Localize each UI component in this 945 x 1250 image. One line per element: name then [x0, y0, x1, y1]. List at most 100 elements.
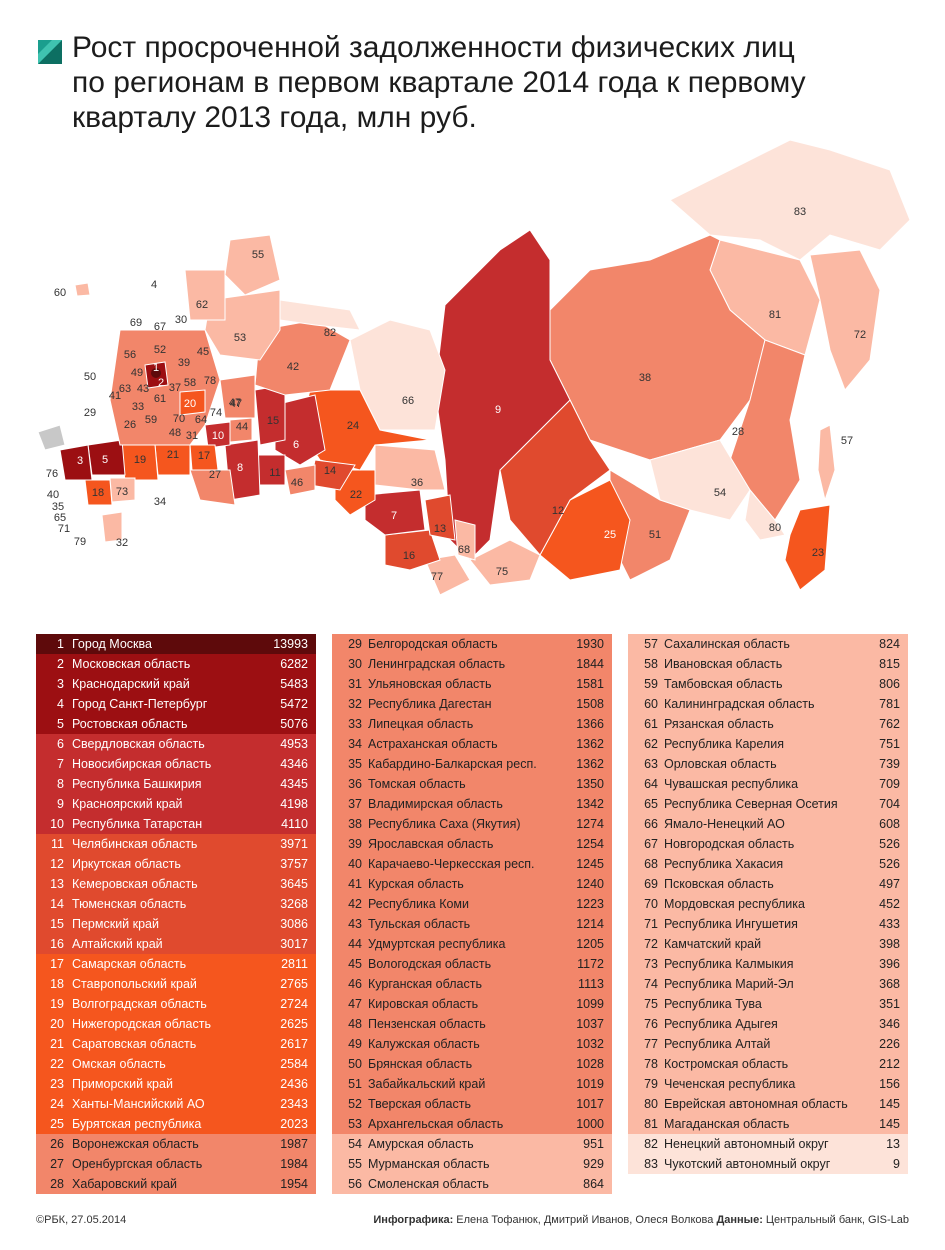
- region-rank: 65: [644, 797, 658, 811]
- region-value: 452: [879, 897, 900, 911]
- region-value: 806: [879, 677, 900, 691]
- table-row: 72 Камчатский край 398: [628, 934, 908, 954]
- region-name: Красноярский край: [72, 797, 183, 811]
- region-name: Республика Марий-Эл: [664, 977, 794, 991]
- svg-text:76: 76: [46, 468, 58, 480]
- svg-text:40: 40: [47, 489, 59, 501]
- region-value: 2724: [280, 997, 308, 1011]
- region-rank: 74: [644, 977, 658, 991]
- region-name: Республика Тува: [664, 997, 762, 1011]
- table-row: 24 Ханты-Мансийский АО 2343: [36, 1094, 316, 1114]
- region-rank: 25: [50, 1117, 64, 1131]
- region-rank: 81: [644, 1117, 658, 1131]
- region-name: Самарская область: [72, 957, 187, 971]
- region-46: [284, 464, 316, 496]
- svg-text:34: 34: [154, 496, 166, 508]
- region-name: Тюменская область: [72, 897, 187, 911]
- svg-text:25: 25: [604, 529, 616, 541]
- region-value: 1366: [576, 717, 604, 731]
- region-value: 346: [879, 1017, 900, 1031]
- region-rank: 27: [50, 1157, 64, 1171]
- svg-text:33: 33: [132, 401, 144, 413]
- region-name: Чукотский автономный округ: [664, 1157, 831, 1171]
- region-value: 1350: [576, 777, 604, 791]
- region-value: 351: [879, 997, 900, 1011]
- region-value: 1240: [576, 877, 604, 891]
- region-name: Амурская область: [368, 1137, 474, 1151]
- region-value: 3268: [280, 897, 308, 911]
- region-value: 6282: [280, 657, 308, 671]
- region-name: Мурманская область: [368, 1157, 490, 1171]
- crimea-area: [37, 424, 66, 451]
- region-name: Тверская область: [368, 1097, 471, 1111]
- region-value: 3017: [280, 937, 308, 951]
- region-rank: 41: [348, 877, 362, 891]
- region-name: Томская область: [368, 777, 466, 791]
- svg-text:74: 74: [210, 407, 222, 419]
- table-row: 37 Владимирская область 1342: [332, 794, 612, 814]
- table-row: 71 Республика Ингушетия 433: [628, 914, 908, 934]
- svg-text:15: 15: [267, 415, 279, 427]
- region-value: 1205: [576, 937, 604, 951]
- svg-text:81: 81: [769, 309, 781, 321]
- region-value: 1274: [576, 817, 604, 831]
- svg-text:44: 44: [236, 421, 248, 433]
- region-rank: 33: [348, 717, 362, 731]
- table-row: 53 Архангельская область 1000: [332, 1114, 612, 1134]
- svg-text:59: 59: [145, 414, 157, 426]
- table-row: 9 Красноярский край 4198: [36, 794, 316, 814]
- table-row: 48 Пензенская область 1037: [332, 1014, 612, 1034]
- svg-text:28: 28: [732, 426, 744, 438]
- table-row: 33 Липецкая область 1366: [332, 714, 612, 734]
- credits: Инфографика: Елена Тофанюк, Дмитрий Иван…: [373, 1214, 909, 1226]
- svg-text:2: 2: [158, 377, 164, 389]
- region-name: Иркутская область: [72, 857, 181, 871]
- region-value: 13993: [273, 637, 308, 651]
- data-label: Данные:: [716, 1214, 763, 1226]
- region-value: 3757: [280, 857, 308, 871]
- region-value: 1245: [576, 857, 604, 871]
- region-name: Ханты-Мансийский АО: [72, 1097, 205, 1111]
- region-value: 398: [879, 937, 900, 951]
- region-rank: 22: [50, 1057, 64, 1071]
- svg-text:14: 14: [324, 465, 336, 477]
- region-value: 145: [879, 1117, 900, 1131]
- svg-text:56: 56: [124, 349, 136, 361]
- region-rank: 32: [348, 697, 362, 711]
- svg-text:58: 58: [184, 377, 196, 389]
- svg-text:67: 67: [154, 321, 166, 333]
- table-row: 79 Чеченская республика 156: [628, 1074, 908, 1094]
- svg-text:17: 17: [198, 450, 210, 462]
- table-row: 22 Омская область 2584: [36, 1054, 316, 1074]
- region-rank: 49: [348, 1037, 362, 1051]
- region-value: 1223: [576, 897, 604, 911]
- svg-text:64: 64: [195, 414, 207, 426]
- region-rank: 37: [348, 797, 362, 811]
- region-value: 2765: [280, 977, 308, 991]
- region-value: 929: [583, 1157, 604, 1171]
- region-value: 1362: [576, 757, 604, 771]
- region-name: Костромская область: [664, 1057, 789, 1071]
- table-row: 11 Челябинская область 3971: [36, 834, 316, 854]
- region-name: Калужская область: [368, 1037, 480, 1051]
- table-row: 67 Новгородская область 526: [628, 834, 908, 854]
- table-row: 45 Вологодская область 1172: [332, 954, 612, 974]
- table-row: 41 Курская область 1240: [332, 874, 612, 894]
- svg-text:75: 75: [496, 566, 508, 578]
- region-55: [224, 234, 281, 296]
- svg-text:53: 53: [234, 332, 246, 344]
- region-rank: 78: [644, 1057, 658, 1071]
- region-value: 1581: [576, 677, 604, 691]
- svg-text:36: 36: [411, 477, 423, 489]
- region-value: 1254: [576, 837, 604, 851]
- region-12: [499, 399, 611, 556]
- region-name: Смоленская область: [368, 1177, 489, 1191]
- russia-map: 83 72 81 38 28 54 80 23 57 51 25 12 9 75…: [37, 140, 911, 596]
- svg-text:60: 60: [54, 287, 66, 299]
- region-value: 1037: [576, 1017, 604, 1031]
- table-row: 61 Рязанская область 762: [628, 714, 908, 734]
- table-row: 59 Тамбовская область 806: [628, 674, 908, 694]
- svg-text:4: 4: [151, 279, 157, 291]
- table-row: 47 Кировская область 1099: [332, 994, 612, 1014]
- region-18: [84, 479, 113, 506]
